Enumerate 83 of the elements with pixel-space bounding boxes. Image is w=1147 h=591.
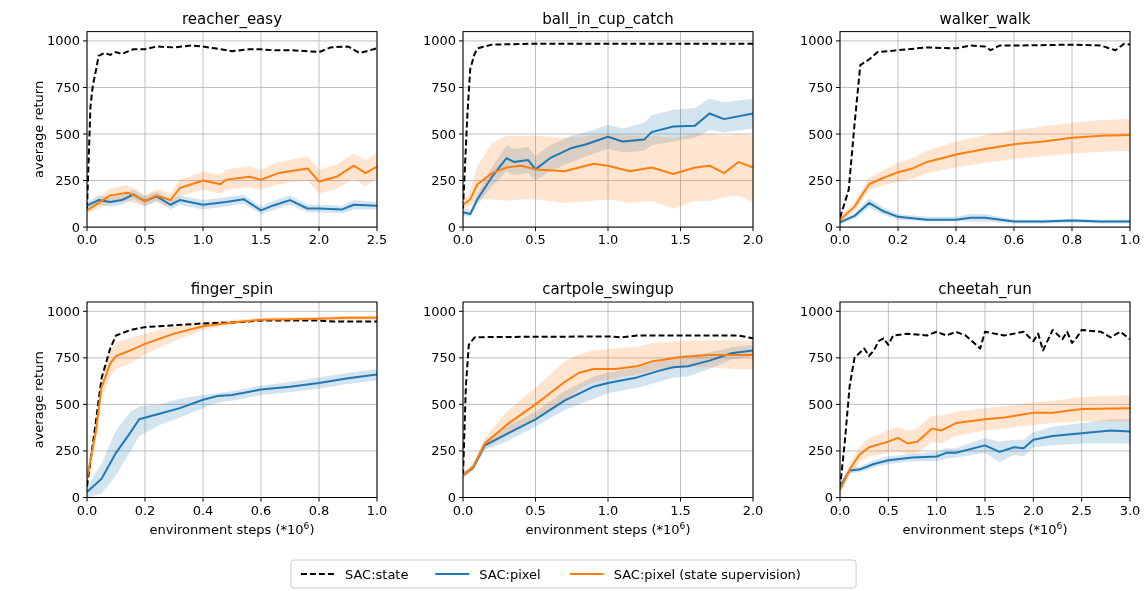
chart-title: cartpole_swingup — [542, 280, 674, 299]
y-tick-label: 250 — [431, 173, 456, 189]
x-tick-label: 0.5 — [134, 232, 156, 248]
x-tick-label: 0.2 — [887, 232, 909, 248]
y-tick-label: 1000 — [799, 303, 833, 319]
y-tick-label: 1000 — [422, 33, 456, 49]
x-tick-label: 1.0 — [1119, 232, 1141, 248]
x-tick-label: 0.6 — [250, 502, 272, 518]
y-tick-label: 250 — [808, 173, 833, 189]
x-tick-label: 1.0 — [597, 502, 619, 518]
y-tick-label: 500 — [808, 126, 833, 142]
chart-title: reacher_easy — [181, 9, 283, 29]
y-tick-label: 250 — [55, 173, 80, 189]
y-tick-label: 500 — [431, 126, 456, 142]
x-tick-label: 0.0 — [829, 502, 851, 518]
x-tick-label: 1.5 — [250, 232, 272, 248]
y-tick-label: 750 — [431, 350, 456, 366]
y-tick-label: 0 — [824, 490, 833, 505]
y-tick-label: 250 — [431, 443, 456, 459]
y-tick-label: 500 — [55, 126, 80, 142]
line-series — [840, 429, 1130, 488]
x-tick-label: 2.0 — [742, 232, 764, 248]
x-tick-label: 0.5 — [877, 502, 899, 518]
y-tick-label: 750 — [808, 350, 833, 366]
y-tick-label: 500 — [55, 396, 80, 412]
y-tick-label: 750 — [431, 79, 456, 95]
x-tick-label: 0.0 — [452, 502, 474, 518]
y-tick-label: 500 — [431, 396, 456, 412]
y-tick-label: 250 — [55, 443, 80, 459]
legend-label: SAC:pixel (state supervision) — [613, 566, 801, 582]
x-tick-label: 2.0 — [1022, 502, 1044, 518]
y-tick-label: 250 — [808, 443, 833, 459]
y-axis-title: average return — [31, 351, 46, 449]
x-tick-label: 0.0 — [829, 232, 851, 248]
x-tick-label: 1.0 — [926, 502, 948, 518]
x-axis-title: environment steps (*10$^{6}$) — [902, 520, 1068, 537]
x-tick-label: 0.8 — [1061, 232, 1083, 248]
x-tick-label: 1.0 — [366, 502, 388, 518]
y-tick-label: 0 — [71, 219, 80, 235]
x-axis-title: environment steps (*10$^{6}$) — [525, 520, 691, 537]
line-series — [87, 164, 377, 212]
x-tick-label: 2.0 — [308, 232, 330, 248]
x-axis-title: environment steps (*10$^{6}$) — [149, 520, 315, 537]
legend-label: SAC:state — [344, 566, 409, 582]
y-tick-label: 0 — [824, 219, 833, 235]
x-tick-label: 1.5 — [670, 502, 691, 518]
x-tick-label: 3.0 — [1119, 502, 1141, 518]
x-tick-label: 0.5 — [525, 232, 546, 248]
y-tick-label: 1000 — [46, 303, 80, 319]
x-tick-label: 2.5 — [366, 232, 388, 248]
y-tick-label: 1000 — [422, 303, 456, 319]
y-tick-label: 750 — [808, 79, 833, 95]
chart-title: cheetah_run — [938, 280, 1032, 299]
y-tick-label: 0 — [447, 490, 456, 505]
x-tick-label: 0.5 — [525, 502, 546, 518]
y-axis-title: average return — [31, 80, 46, 178]
x-tick-label: 1.5 — [974, 502, 996, 518]
line-series — [840, 133, 1130, 221]
line-series — [463, 160, 753, 206]
y-tick-label: 0 — [447, 219, 456, 235]
x-tick-label: 1.0 — [192, 232, 214, 248]
y-tick-label: 1000 — [799, 33, 833, 49]
x-tick-label: 2.0 — [742, 502, 764, 518]
y-tick-label: 1000 — [46, 33, 80, 49]
chart-title: walker_walk — [939, 9, 1031, 29]
x-tick-label: 0.8 — [308, 502, 330, 518]
x-tick-label: 0.0 — [76, 232, 98, 248]
chart-title: finger_spin — [190, 280, 274, 299]
chart-title: ball_in_cup_catch — [542, 9, 674, 29]
x-tick-label: 0.4 — [192, 502, 214, 518]
legend-label: SAC:pixel — [479, 566, 541, 582]
x-tick-label: 1.5 — [670, 232, 691, 248]
y-tick-label: 500 — [808, 396, 833, 412]
y-tick-label: 750 — [55, 79, 80, 95]
x-tick-label: 1.0 — [597, 232, 619, 248]
x-tick-label: 0.6 — [1003, 232, 1025, 248]
y-tick-label: 0 — [71, 490, 80, 505]
x-tick-label: 0.2 — [134, 502, 156, 518]
x-tick-label: 0.0 — [76, 502, 98, 518]
x-tick-label: 0.0 — [452, 232, 474, 248]
x-tick-label: 2.5 — [1071, 502, 1093, 518]
x-tick-label: 0.4 — [945, 232, 967, 248]
y-tick-label: 750 — [55, 350, 80, 366]
